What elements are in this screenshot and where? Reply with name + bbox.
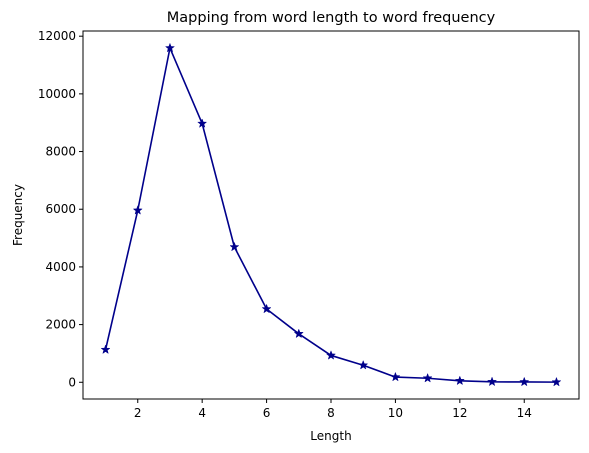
x-axis-label: Length (310, 429, 351, 443)
data-point (390, 371, 401, 382)
y-tick-label: 0 (68, 375, 76, 389)
x-tick-label: 2 (134, 406, 142, 420)
chart-title: Mapping from word length to word frequen… (167, 10, 496, 26)
data-point (229, 241, 240, 252)
data-point (551, 376, 562, 387)
data-point (519, 376, 530, 387)
data-point (100, 344, 111, 354)
y-tick-label: 6000 (45, 202, 76, 216)
x-axis: 2 4 6 8 10 12 14 (134, 399, 532, 420)
x-tick-label: 12 (452, 406, 467, 420)
data-point (358, 359, 369, 370)
x-tick-label: 6 (263, 406, 271, 420)
plot-frame (82, 30, 580, 400)
series-layer (100, 42, 562, 387)
series-line (104, 47, 557, 383)
y-axis-label: Frequency (11, 184, 25, 246)
y-tick-label: 2000 (45, 318, 76, 332)
y-tick-label: 12000 (38, 29, 76, 43)
x-tick-label: 4 (198, 406, 206, 420)
plot-area (82, 30, 580, 400)
y-tick-label: 4000 (45, 260, 76, 274)
x-tick-label: 8 (327, 406, 335, 420)
y-tick-label: 8000 (45, 145, 76, 159)
data-point (454, 375, 465, 386)
data-point (293, 328, 304, 339)
data-point (422, 372, 433, 383)
data-point (486, 376, 498, 387)
data-point (132, 205, 143, 215)
data-point (325, 350, 337, 360)
x-tick-label: 10 (388, 406, 403, 420)
x-tick-label: 14 (517, 406, 532, 420)
y-tick-label: 10000 (38, 87, 76, 101)
y-axis: 0 2000 4000 6000 8000 10000 12000 (38, 29, 83, 389)
data-point (197, 118, 208, 128)
data-point (261, 303, 272, 314)
data-point (164, 42, 176, 53)
